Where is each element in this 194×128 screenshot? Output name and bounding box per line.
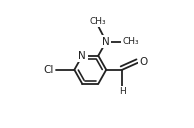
Text: CH₃: CH₃ xyxy=(123,37,139,46)
Text: H: H xyxy=(119,87,126,96)
Text: N: N xyxy=(102,37,110,47)
Text: O: O xyxy=(139,57,147,67)
Text: N: N xyxy=(78,51,86,61)
Text: CH₃: CH₃ xyxy=(90,17,107,26)
Text: Cl: Cl xyxy=(43,65,54,75)
